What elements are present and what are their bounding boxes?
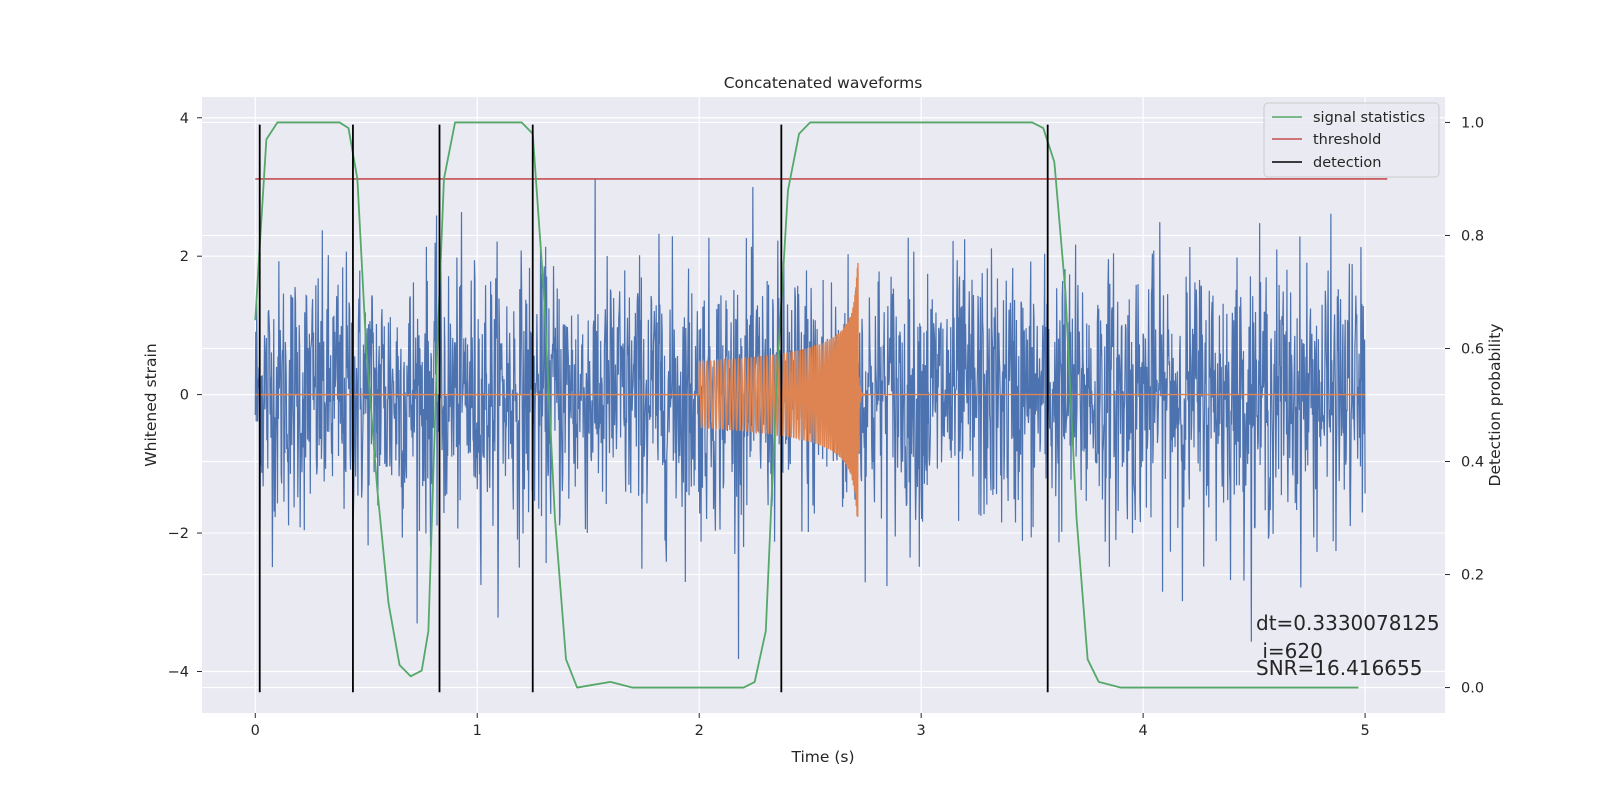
legend: signal statistics threshold detection (1263, 102, 1440, 178)
y-tick-label-1: −2 (168, 526, 189, 542)
plot-area (254, 121, 1388, 693)
x-tick-label-2: 2 (695, 723, 704, 739)
y-tick-label-4: 4 (180, 111, 189, 127)
x-tick-label-3: 3 (917, 723, 926, 739)
ticks: 0 1 2 3 4 5 −4 −2 0 2 4 0.0 0.2 0.4 0.6 0.8 1.0 (168, 111, 1484, 739)
annotation-dt: dt=0.3330078125 (1256, 611, 1440, 635)
legend-label-signal-statistics: signal statistics (1313, 110, 1425, 126)
signal-statistics-series (254, 121, 1359, 689)
y-axis-title: Whitened strain (142, 343, 160, 466)
y2-tick-label-0: 0.0 (1461, 681, 1484, 697)
y2-axis-title: Detection probability (1486, 324, 1504, 487)
x-tick-label-0: 0 (251, 723, 260, 739)
y2-tick-label-4: 0.8 (1461, 228, 1484, 244)
y-tick-label-3: 2 (180, 249, 189, 265)
annotation-snr: SNR=16.416655 (1256, 656, 1422, 680)
x-tick-label-5: 5 (1360, 723, 1369, 739)
y-tick-label-2: 0 (180, 388, 189, 404)
legend-label-threshold: threshold (1313, 132, 1381, 148)
legend-box (1263, 102, 1440, 178)
y-tick-label-0: −4 (168, 664, 189, 680)
x-tick-label-4: 4 (1139, 723, 1148, 739)
y2-tick-label-5: 1.0 (1461, 115, 1484, 131)
x-axis-title: Time (s) (790, 748, 854, 766)
annotation-i: i=620 (1256, 639, 1323, 663)
y2-tick-label-3: 0.6 (1461, 341, 1484, 357)
legend-label-detection: detection (1313, 155, 1381, 171)
chart-title: Concatenated waveforms (724, 74, 923, 92)
x-tick-label-1: 1 (473, 723, 482, 739)
y2-tick-label-2: 0.4 (1461, 455, 1484, 471)
y2-tick-label-1: 0.2 (1461, 568, 1484, 584)
